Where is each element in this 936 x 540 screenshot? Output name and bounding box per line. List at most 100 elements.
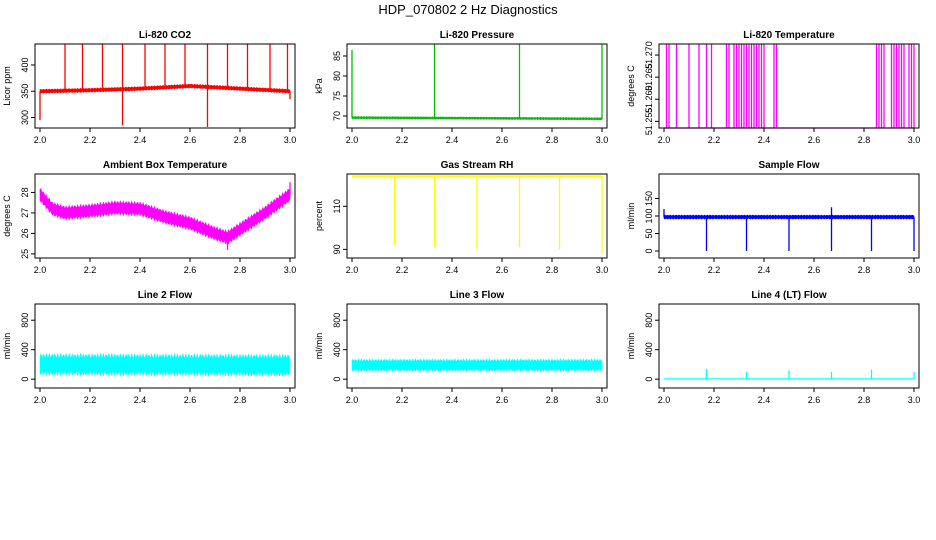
y-axis-label: kPa	[314, 78, 324, 94]
plot-frame	[346, 43, 608, 129]
figure-title: HDP_070802 2 Hz Diagnostics	[378, 2, 558, 17]
x-tick-label: 2.0	[658, 395, 671, 405]
y-tick-label: 0	[332, 377, 342, 382]
x-tick-label: 2.0	[658, 135, 671, 145]
y-tick-label: 800	[644, 313, 654, 328]
x-tick-label: 2.6	[808, 395, 821, 405]
chart-ambient-box-temperature: Ambient Box Temperature degrees C 2.0 2.2 2.…	[2, 160, 296, 275]
y-tick-label: 400	[332, 342, 342, 357]
y-tick-label: 0	[644, 377, 654, 382]
y-tick-label: 90	[332, 244, 342, 254]
x-tick-label: 3.0	[284, 135, 297, 145]
series-band	[39, 352, 291, 377]
x-tick-label: 2.0	[346, 265, 359, 275]
x-tick-label: 2.2	[396, 135, 409, 145]
panel-title: Line 2 Flow	[138, 290, 193, 301]
y-tick-label: 27	[20, 208, 30, 218]
y-tick-label: 0	[20, 377, 30, 382]
y-tick-label: 85	[332, 51, 342, 61]
x-tick-label: 2.2	[396, 395, 409, 405]
y-tick-label: 300	[20, 110, 30, 125]
x-tick-label: 3.0	[908, 395, 921, 405]
x-tick-label: 2.8	[546, 265, 559, 275]
x-tick-label: 2.0	[34, 265, 47, 275]
chart-li820-temperature: Li-820 Temperature degrees C 2.0 2.2 2.4 2.6 2…	[626, 30, 921, 145]
panel-title: Li-820 Pressure	[440, 30, 515, 41]
x-tick-label: 2.6	[808, 135, 821, 145]
y-tick-label: 800	[20, 313, 30, 328]
x-tick-label: 2.6	[496, 265, 509, 275]
x-tick-label: 2.0	[34, 395, 47, 405]
x-tick-label: 3.0	[596, 265, 609, 275]
y-tick-label: 51.260	[644, 85, 654, 113]
x-tick-label: 2.4	[134, 395, 147, 405]
plot-frame	[658, 303, 920, 389]
plot-frame	[346, 173, 608, 259]
series-band	[39, 188, 291, 245]
x-tick-label: 3.0	[908, 135, 921, 145]
plot-frame	[34, 173, 296, 259]
x-tick-label: 2.6	[184, 395, 197, 405]
x-tick-label: 2.4	[446, 135, 459, 145]
y-axis-label: Licor ppm	[2, 66, 12, 106]
y-tick-label: 100	[644, 208, 654, 223]
panel-title: Sample Flow	[758, 160, 819, 171]
x-tick-label: 2.4	[758, 395, 771, 405]
x-tick-label: 2.6	[496, 395, 509, 405]
x-tick-label: 2.2	[708, 395, 721, 405]
y-tick-label: 400	[644, 342, 654, 357]
y-tick-label: 51.270	[644, 41, 654, 69]
y-tick-label: 0	[644, 248, 654, 253]
x-tick-label: 2.4	[446, 395, 459, 405]
y-tick-label: 25	[20, 249, 30, 259]
x-tick-label: 2.8	[858, 395, 871, 405]
x-tick-label: 2.4	[758, 135, 771, 145]
y-tick-label: 26	[20, 228, 30, 238]
plot-frame	[658, 43, 920, 129]
chart-sample-flow: Sample Flow ml/min 2.0 2.2 2.4 2.6 2.8 3.0 0 50 10…	[626, 160, 920, 275]
x-tick-label: 2.0	[658, 265, 671, 275]
x-tick-label: 2.8	[546, 395, 559, 405]
x-tick-label: 2.2	[84, 395, 97, 405]
x-tick-label: 2.2	[708, 265, 721, 275]
x-tick-label: 2.2	[396, 265, 409, 275]
y-axis-label: ml/min	[626, 333, 636, 360]
chart-gas-stream-rh: Gas Stream RH percent 2.0 2.2 2.4 2.6 2.8 3.0 90…	[314, 160, 609, 275]
x-tick-label: 2.6	[184, 265, 197, 275]
panel-title: Line 4 (LT) Flow	[751, 290, 827, 301]
y-axis-label: ml/min	[314, 333, 324, 360]
x-tick-label: 2.0	[346, 135, 359, 145]
y-tick-label: 800	[332, 313, 342, 328]
plot-frame	[34, 43, 296, 129]
y-tick-label: 400	[20, 57, 30, 72]
panel-title: Li-820 Temperature	[743, 30, 835, 41]
x-tick-label: 3.0	[596, 135, 609, 145]
chart-li820-co2: Li-820 CO2 Licor ppm 2.0 2.2 2.4 2.6 2.8 3.0 300…	[2, 30, 297, 145]
x-tick-label: 3.0	[284, 395, 297, 405]
y-tick-label: 51.265	[644, 63, 654, 91]
y-tick-label: 80	[332, 71, 342, 81]
panel-title: Line 3 Flow	[450, 290, 505, 301]
x-tick-label: 3.0	[596, 395, 609, 405]
panel-title: Gas Stream RH	[441, 160, 514, 171]
x-tick-label: 2.0	[346, 395, 359, 405]
x-tick-label: 2.0	[34, 135, 47, 145]
y-tick-label: 110	[332, 199, 342, 213]
x-tick-label: 2.6	[184, 135, 197, 145]
x-tick-label: 2.2	[84, 135, 97, 145]
x-tick-label: 2.4	[134, 135, 147, 145]
panel-title: Li-820 CO2	[139, 30, 192, 41]
x-tick-label: 2.8	[234, 395, 247, 405]
x-tick-label: 2.4	[758, 265, 771, 275]
series-band	[351, 116, 603, 121]
series-band	[351, 358, 603, 373]
chart-line-3-flow: Line 3 Flow ml/min 2.0 2.2 2.4 2.6 2.8 3.0 0 400 8…	[314, 290, 609, 405]
y-tick-label: 350	[20, 84, 30, 99]
y-axis-label: degrees C	[626, 65, 636, 107]
y-tick-label: 400	[20, 342, 30, 357]
x-tick-label: 2.4	[446, 265, 459, 275]
y-axis-label: percent	[314, 200, 324, 231]
x-tick-label: 2.8	[234, 265, 247, 275]
y-axis-label: ml/min	[626, 203, 636, 230]
x-tick-label: 2.6	[808, 265, 821, 275]
